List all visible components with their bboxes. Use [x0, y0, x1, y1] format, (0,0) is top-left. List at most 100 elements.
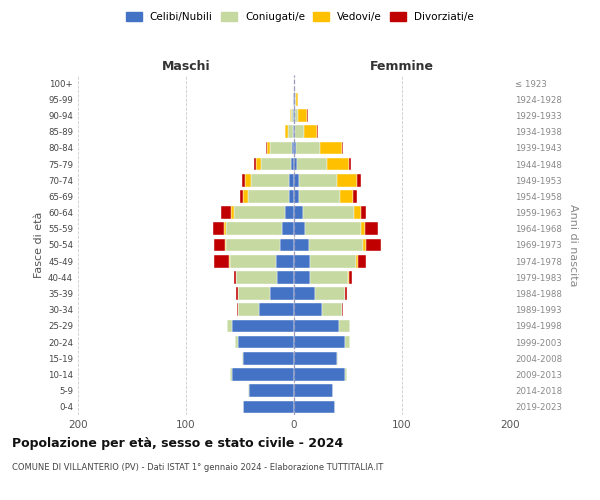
- Bar: [349, 271, 352, 283]
- Bar: [295, 126, 304, 138]
- Bar: [294, 158, 297, 170]
- Bar: [294, 142, 296, 154]
- Bar: [242, 174, 245, 186]
- Bar: [295, 93, 296, 106]
- Bar: [237, 304, 238, 316]
- Bar: [280, 238, 294, 252]
- Bar: [282, 222, 294, 235]
- Bar: [304, 126, 317, 138]
- Bar: [214, 255, 229, 268]
- Bar: [291, 158, 294, 170]
- Bar: [267, 142, 270, 154]
- Bar: [356, 174, 361, 186]
- Bar: [296, 142, 320, 154]
- Bar: [337, 174, 356, 186]
- Bar: [290, 109, 291, 122]
- Bar: [256, 158, 260, 170]
- Bar: [293, 126, 294, 138]
- Bar: [245, 174, 251, 186]
- Bar: [289, 174, 294, 186]
- Bar: [233, 206, 286, 219]
- Bar: [356, 255, 358, 268]
- Bar: [294, 255, 310, 268]
- Bar: [213, 222, 224, 235]
- Bar: [294, 126, 295, 138]
- Bar: [221, 206, 232, 219]
- Bar: [297, 158, 328, 170]
- Bar: [235, 336, 238, 348]
- Bar: [259, 304, 294, 316]
- Bar: [295, 109, 298, 122]
- Bar: [238, 336, 294, 348]
- Bar: [299, 190, 340, 202]
- Text: Femmine: Femmine: [370, 60, 434, 72]
- Bar: [243, 190, 248, 202]
- Bar: [294, 288, 314, 300]
- Bar: [226, 222, 282, 235]
- Text: Popolazione per età, sesso e stato civile - 2024: Popolazione per età, sesso e stato civil…: [12, 438, 343, 450]
- Bar: [294, 174, 299, 186]
- Bar: [232, 320, 294, 332]
- Bar: [224, 222, 226, 235]
- Bar: [248, 384, 294, 397]
- Bar: [230, 368, 232, 381]
- Bar: [294, 190, 299, 202]
- Bar: [294, 352, 337, 364]
- Bar: [254, 158, 256, 170]
- Bar: [289, 190, 294, 202]
- Bar: [361, 206, 367, 219]
- Bar: [225, 238, 226, 252]
- Bar: [294, 320, 340, 332]
- Bar: [227, 320, 232, 332]
- Bar: [294, 93, 295, 106]
- Bar: [240, 190, 243, 202]
- Bar: [232, 206, 233, 219]
- Bar: [292, 142, 294, 154]
- Bar: [294, 304, 322, 316]
- Bar: [361, 222, 365, 235]
- Bar: [294, 206, 302, 219]
- Bar: [345, 368, 347, 381]
- Bar: [307, 109, 308, 122]
- Bar: [294, 238, 309, 252]
- Bar: [229, 255, 230, 268]
- Bar: [260, 158, 291, 170]
- Bar: [251, 174, 289, 186]
- Bar: [345, 336, 350, 348]
- Bar: [243, 400, 294, 413]
- Bar: [294, 271, 310, 283]
- Text: Maschi: Maschi: [161, 60, 211, 72]
- Bar: [363, 238, 367, 252]
- Bar: [305, 222, 361, 235]
- Bar: [287, 126, 293, 138]
- Bar: [367, 238, 382, 252]
- Bar: [355, 206, 361, 219]
- Y-axis label: Fasce di età: Fasce di età: [34, 212, 44, 278]
- Bar: [322, 304, 341, 316]
- Bar: [337, 352, 338, 364]
- Bar: [341, 304, 343, 316]
- Bar: [266, 142, 267, 154]
- Bar: [309, 238, 363, 252]
- Bar: [298, 109, 307, 122]
- Bar: [345, 288, 347, 300]
- Bar: [286, 206, 294, 219]
- Bar: [314, 288, 345, 300]
- Bar: [243, 352, 294, 364]
- Bar: [238, 288, 270, 300]
- Bar: [302, 206, 355, 219]
- Bar: [236, 288, 238, 300]
- Bar: [294, 109, 295, 122]
- Bar: [248, 190, 289, 202]
- Bar: [340, 320, 350, 332]
- Bar: [310, 271, 348, 283]
- Bar: [310, 255, 356, 268]
- Bar: [230, 255, 275, 268]
- Bar: [242, 352, 243, 364]
- Bar: [294, 222, 305, 235]
- Bar: [293, 109, 294, 122]
- Bar: [277, 271, 294, 283]
- Bar: [294, 400, 335, 413]
- Bar: [365, 222, 378, 235]
- Bar: [328, 158, 349, 170]
